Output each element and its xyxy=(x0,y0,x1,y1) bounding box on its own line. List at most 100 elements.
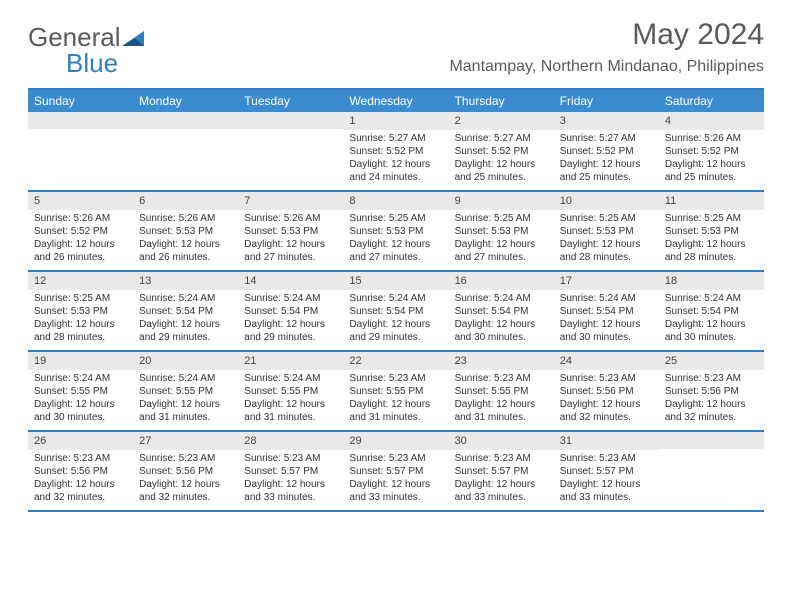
day-cell: 7Sunrise: 5:26 AMSunset: 5:53 PMDaylight… xyxy=(238,192,343,270)
day-body: Sunrise: 5:23 AMSunset: 5:56 PMDaylight:… xyxy=(554,370,659,428)
daylight-text: Daylight: 12 hours and 30 minutes. xyxy=(455,318,548,344)
day-number: 14 xyxy=(238,272,343,290)
day-cell: 28Sunrise: 5:23 AMSunset: 5:57 PMDayligh… xyxy=(238,432,343,510)
day-number: 24 xyxy=(554,352,659,370)
sunrise-text: Sunrise: 5:23 AM xyxy=(665,372,758,385)
sunset-text: Sunset: 5:57 PM xyxy=(560,465,653,478)
daylight-text: Daylight: 12 hours and 33 minutes. xyxy=(455,478,548,504)
daylight-text: Daylight: 12 hours and 32 minutes. xyxy=(139,478,232,504)
daylight-text: Daylight: 12 hours and 24 minutes. xyxy=(349,158,442,184)
day-cell: 23Sunrise: 5:23 AMSunset: 5:55 PMDayligh… xyxy=(449,352,554,430)
title-block: May 2024 Mantampay, Northern Mindanao, P… xyxy=(449,18,764,76)
sunset-text: Sunset: 5:57 PM xyxy=(244,465,337,478)
sunrise-text: Sunrise: 5:27 AM xyxy=(349,132,442,145)
sunrise-text: Sunrise: 5:23 AM xyxy=(349,372,442,385)
daylight-text: Daylight: 12 hours and 32 minutes. xyxy=(665,398,758,424)
weekday-thursday: Thursday xyxy=(449,90,554,112)
day-number: 15 xyxy=(343,272,448,290)
sunrise-text: Sunrise: 5:24 AM xyxy=(665,292,758,305)
day-number: 10 xyxy=(554,192,659,210)
sunset-text: Sunset: 5:55 PM xyxy=(455,385,548,398)
sunset-text: Sunset: 5:54 PM xyxy=(560,305,653,318)
day-number: 27 xyxy=(133,432,238,450)
sunrise-text: Sunrise: 5:24 AM xyxy=(560,292,653,305)
calendar: Sunday Monday Tuesday Wednesday Thursday… xyxy=(28,88,764,512)
daylight-text: Daylight: 12 hours and 27 minutes. xyxy=(244,238,337,264)
weeks-container: 1Sunrise: 5:27 AMSunset: 5:52 PMDaylight… xyxy=(28,112,764,512)
sunrise-text: Sunrise: 5:23 AM xyxy=(455,452,548,465)
sunrise-text: Sunrise: 5:23 AM xyxy=(560,452,653,465)
day-body: Sunrise: 5:27 AMSunset: 5:52 PMDaylight:… xyxy=(554,130,659,188)
sunset-text: Sunset: 5:54 PM xyxy=(665,305,758,318)
weekday-tuesday: Tuesday xyxy=(238,90,343,112)
sunset-text: Sunset: 5:53 PM xyxy=(349,225,442,238)
day-body: Sunrise: 5:24 AMSunset: 5:55 PMDaylight:… xyxy=(28,370,133,428)
weekday-friday: Friday xyxy=(554,90,659,112)
day-number: 4 xyxy=(659,112,764,130)
day-cell: 8Sunrise: 5:25 AMSunset: 5:53 PMDaylight… xyxy=(343,192,448,270)
day-cell: 13Sunrise: 5:24 AMSunset: 5:54 PMDayligh… xyxy=(133,272,238,350)
day-body: Sunrise: 5:25 AMSunset: 5:53 PMDaylight:… xyxy=(554,210,659,268)
day-number: 18 xyxy=(659,272,764,290)
daylight-text: Daylight: 12 hours and 30 minutes. xyxy=(665,318,758,344)
week-row: 19Sunrise: 5:24 AMSunset: 5:55 PMDayligh… xyxy=(28,352,764,432)
header: GeneralBlue May 2024 Mantampay, Northern… xyxy=(0,0,792,80)
sunset-text: Sunset: 5:55 PM xyxy=(349,385,442,398)
week-row: 12Sunrise: 5:25 AMSunset: 5:53 PMDayligh… xyxy=(28,272,764,352)
day-cell: 24Sunrise: 5:23 AMSunset: 5:56 PMDayligh… xyxy=(554,352,659,430)
day-body: Sunrise: 5:23 AMSunset: 5:56 PMDaylight:… xyxy=(28,450,133,508)
daylight-text: Daylight: 12 hours and 28 minutes. xyxy=(34,318,127,344)
sunrise-text: Sunrise: 5:25 AM xyxy=(34,292,127,305)
daylight-text: Daylight: 12 hours and 28 minutes. xyxy=(665,238,758,264)
day-cell: 31Sunrise: 5:23 AMSunset: 5:57 PMDayligh… xyxy=(554,432,659,510)
day-number: 11 xyxy=(659,192,764,210)
sunset-text: Sunset: 5:57 PM xyxy=(455,465,548,478)
day-number: 31 xyxy=(554,432,659,450)
sunset-text: Sunset: 5:54 PM xyxy=(244,305,337,318)
daylight-text: Daylight: 12 hours and 33 minutes. xyxy=(244,478,337,504)
sunset-text: Sunset: 5:57 PM xyxy=(349,465,442,478)
day-body: Sunrise: 5:25 AMSunset: 5:53 PMDaylight:… xyxy=(659,210,764,268)
day-body: Sunrise: 5:27 AMSunset: 5:52 PMDaylight:… xyxy=(343,130,448,188)
day-number xyxy=(28,112,133,129)
sunrise-text: Sunrise: 5:27 AM xyxy=(560,132,653,145)
day-number: 6 xyxy=(133,192,238,210)
location: Mantampay, Northern Mindanao, Philippine… xyxy=(449,58,764,76)
daylight-text: Daylight: 12 hours and 29 minutes. xyxy=(349,318,442,344)
sunset-text: Sunset: 5:56 PM xyxy=(665,385,758,398)
daylight-text: Daylight: 12 hours and 29 minutes. xyxy=(244,318,337,344)
sunrise-text: Sunrise: 5:25 AM xyxy=(455,212,548,225)
day-number: 30 xyxy=(449,432,554,450)
day-body: Sunrise: 5:24 AMSunset: 5:54 PMDaylight:… xyxy=(133,290,238,348)
sunset-text: Sunset: 5:54 PM xyxy=(455,305,548,318)
day-cell: 4Sunrise: 5:26 AMSunset: 5:52 PMDaylight… xyxy=(659,112,764,190)
day-number: 2 xyxy=(449,112,554,130)
sunrise-text: Sunrise: 5:24 AM xyxy=(139,372,232,385)
weekday-sunday: Sunday xyxy=(28,90,133,112)
day-body: Sunrise: 5:23 AMSunset: 5:57 PMDaylight:… xyxy=(554,450,659,508)
day-number xyxy=(133,112,238,129)
sunrise-text: Sunrise: 5:26 AM xyxy=(139,212,232,225)
day-cell xyxy=(133,112,238,190)
week-row: 1Sunrise: 5:27 AMSunset: 5:52 PMDaylight… xyxy=(28,112,764,192)
daylight-text: Daylight: 12 hours and 31 minutes. xyxy=(139,398,232,424)
daylight-text: Daylight: 12 hours and 25 minutes. xyxy=(665,158,758,184)
day-cell: 19Sunrise: 5:24 AMSunset: 5:55 PMDayligh… xyxy=(28,352,133,430)
daylight-text: Daylight: 12 hours and 27 minutes. xyxy=(349,238,442,264)
sunrise-text: Sunrise: 5:25 AM xyxy=(665,212,758,225)
day-body: Sunrise: 5:23 AMSunset: 5:56 PMDaylight:… xyxy=(659,370,764,428)
day-body: Sunrise: 5:24 AMSunset: 5:55 PMDaylight:… xyxy=(238,370,343,428)
day-number: 20 xyxy=(133,352,238,370)
sunset-text: Sunset: 5:55 PM xyxy=(139,385,232,398)
day-number xyxy=(238,112,343,129)
sunset-text: Sunset: 5:56 PM xyxy=(34,465,127,478)
sunrise-text: Sunrise: 5:23 AM xyxy=(349,452,442,465)
day-body: Sunrise: 5:25 AMSunset: 5:53 PMDaylight:… xyxy=(449,210,554,268)
sunrise-text: Sunrise: 5:25 AM xyxy=(560,212,653,225)
day-body: Sunrise: 5:26 AMSunset: 5:52 PMDaylight:… xyxy=(659,130,764,188)
sunrise-text: Sunrise: 5:24 AM xyxy=(349,292,442,305)
day-number: 22 xyxy=(343,352,448,370)
day-cell: 14Sunrise: 5:24 AMSunset: 5:54 PMDayligh… xyxy=(238,272,343,350)
day-cell: 20 Sunrise: 5:24 AMSunset: 5:55 PMDayligh… xyxy=(133,352,238,430)
week-row: 5Sunrise: 5:26 AMSunset: 5:52 PMDaylight… xyxy=(28,192,764,272)
